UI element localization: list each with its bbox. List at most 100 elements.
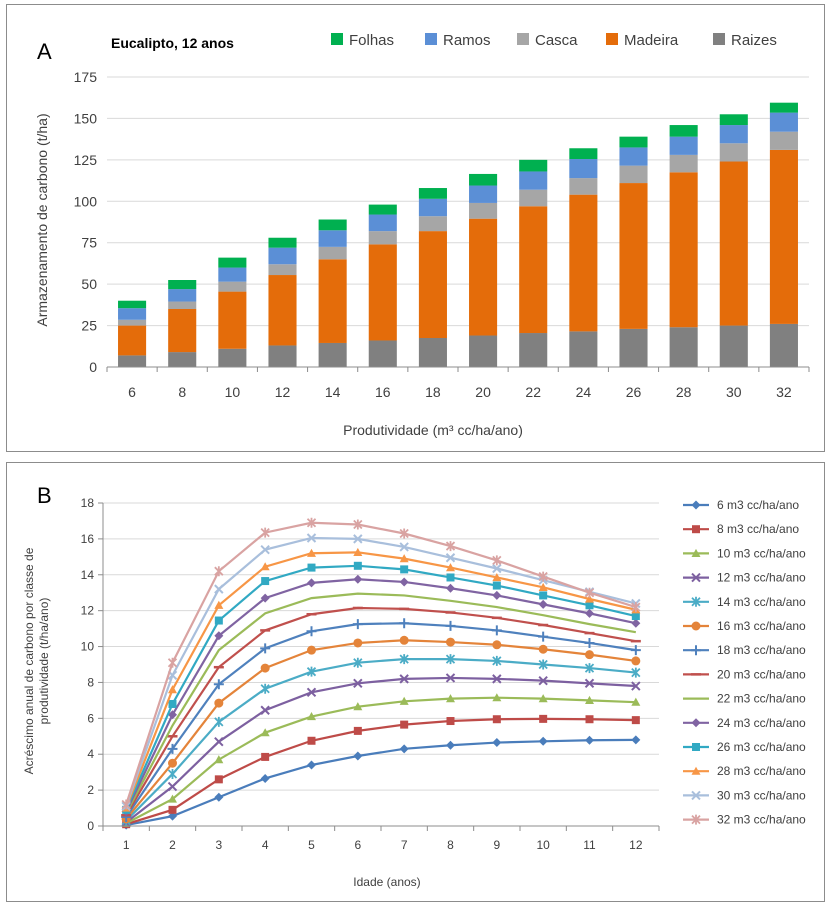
bar-folhas-14 [318,219,347,231]
data-point [399,528,409,539]
data-point [214,775,223,784]
y-tick-label: 4 [87,747,94,761]
bar-folhas-6 [118,300,147,309]
y-tick-label: 14 [81,568,95,582]
legend-label: 26 m3 cc/ha/ano [717,740,806,754]
data-point [446,740,455,750]
data-point [446,563,455,572]
data-point [168,805,177,814]
data-point [585,735,594,745]
series-12 [121,547,641,812]
series-13 [121,533,641,811]
series-line [125,639,636,820]
data-point [353,547,363,556]
y-tick-label: 12 [81,604,95,618]
data-point [445,654,456,665]
bar-raizes-22 [519,333,548,367]
x-tick-label: 1 [123,838,130,852]
data-point [585,715,594,724]
data-point [260,773,270,783]
series-line [125,738,636,827]
bar-casca-10 [218,281,247,292]
bar-madeira-16 [368,244,397,341]
data-point [306,517,317,528]
legend-label-casca: Casca [535,32,578,49]
y-axis-title: Armazenamento de carbono (t/ha) [34,113,50,326]
legend-swatch-raizes [713,33,725,45]
bar-madeira-12 [268,275,297,346]
data-point [260,562,270,571]
data-point [352,619,363,630]
bar-folhas-12 [268,237,297,248]
data-point [167,768,178,779]
legend-marker [691,718,701,728]
data-point [585,608,594,618]
data-point [631,716,640,725]
data-point [260,683,270,694]
legend-label: 32 m3 cc/ha/ano [717,813,806,827]
data-point [631,618,641,628]
data-point [446,694,455,703]
data-point [492,674,502,684]
legend-marker [692,743,700,751]
series-7 [121,618,641,823]
data-point [260,663,270,673]
bar-ramos-20 [469,185,498,203]
data-point [492,563,502,574]
x-tick-label: 11 [583,838,596,852]
bar-raizes-24 [569,331,598,367]
x-tick-label: 4 [262,838,269,852]
bar-casca-12 [268,264,297,276]
series-line [125,622,637,818]
legend-label-raizes: Raizes [731,32,777,49]
data-point [538,582,548,591]
data-point [261,752,270,761]
data-point [445,541,456,552]
data-point [631,656,641,666]
data-point [121,799,131,810]
series-line [125,696,636,825]
data-point [400,565,409,574]
data-point [167,743,178,754]
x-tick-label: 18 [425,384,441,400]
data-point [167,781,178,792]
x-axis-title-b: Idade (anos) [353,875,420,889]
bar-casca-14 [318,246,347,260]
x-tick-label: 9 [493,838,500,852]
legend-marker [691,645,701,656]
x-tick-label: 5 [308,838,315,852]
y-tick-label: 0 [87,819,94,833]
y-tick-label: 6 [87,711,94,725]
series-2 [122,714,640,829]
data-point [399,674,409,684]
legend-marker [691,814,701,825]
series-3 [121,693,641,827]
legend-label: 16 m3 cc/ha/ano [717,619,806,633]
legend-label-ramos: Ramos [443,32,491,49]
series-line [125,658,636,822]
data-point [585,601,594,610]
stacked-bar-chart: A Eucalipto, 12 anos 0 25 50 75 100 125 150 175… [34,32,810,438]
bar-madeira-6 [118,325,147,356]
data-point [446,573,455,582]
bar-folhas-32 [769,102,798,113]
y-tick-label: 18 [81,496,95,510]
bar-raizes-28 [669,327,698,367]
legend-label: 20 m3 cc/ha/ano [717,667,806,681]
series-line [125,592,637,814]
x-tick-label: 26 [626,384,642,400]
legend-marker [691,500,701,510]
data-point [584,587,595,598]
data-point [400,720,409,729]
data-point [492,581,501,590]
series-line [125,717,636,826]
bar-madeira-14 [318,259,347,343]
bar-casca-26 [619,165,648,184]
x-tick-label: 16 [375,384,391,400]
data-point [214,736,224,747]
x-tick-label: 6 [128,384,136,400]
bar-casca-22 [519,189,548,207]
x-tick-label: 10 [536,838,550,852]
data-point [260,643,271,654]
data-point [353,519,363,530]
